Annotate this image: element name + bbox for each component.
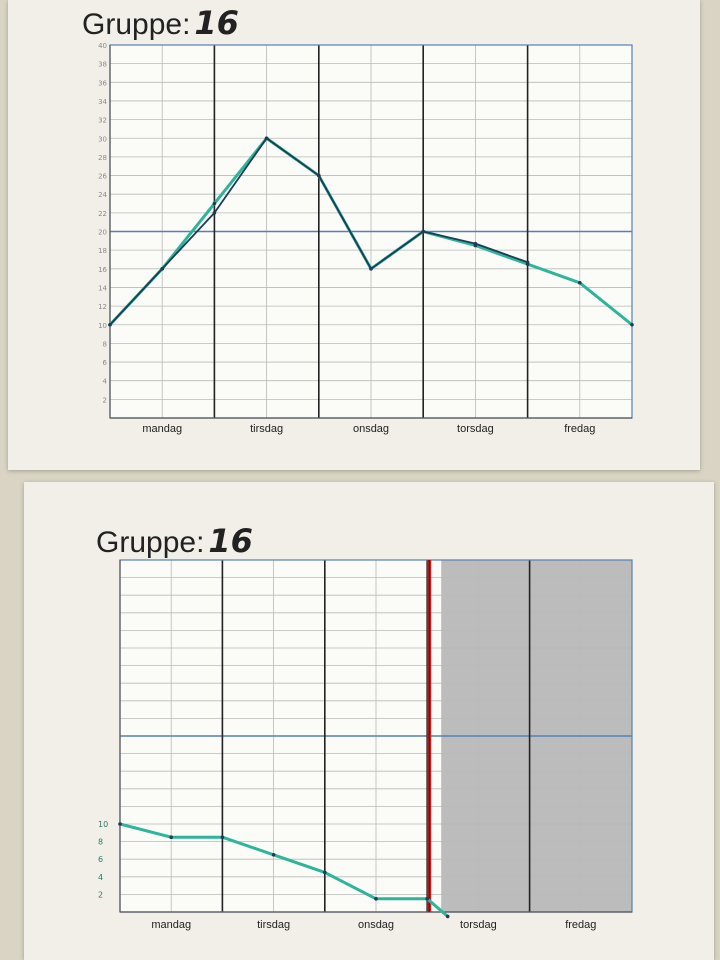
y-tick-label: 20 [98,229,107,237]
y-tick-label: 30 [98,135,107,143]
y-tick-label: 12 [98,303,107,311]
y-tick-label: 26 [98,173,107,181]
y-tick-label: 2 [98,890,103,899]
chart-title-label-2: Gruppe: [96,526,205,559]
x-tick-label: mandag [142,423,182,435]
x-tick-label: torsdag [460,919,497,931]
x-tick-label: tirsdag [250,423,283,435]
x-tick-label: mandag [151,919,191,931]
data-point [118,822,122,826]
x-tick-label: tirsdag [257,919,290,931]
y-tick-label: 34 [98,98,107,106]
y-tick-label: 2 [103,396,107,404]
y-tick-label: 10 [98,322,107,330]
data-point [369,267,373,271]
y-tick-label: 14 [98,284,107,292]
x-tick-label: onsdag [358,919,394,931]
chart-title-label-1: Gruppe: [82,8,191,41]
data-point [578,280,582,285]
x-tick-label: fredag [564,423,595,435]
data-point [421,229,426,234]
y-tick-label: 16 [98,266,107,274]
y-tick-label: 6 [98,855,103,864]
chart-1: 246810121416182022242628303234363840mand… [98,42,634,435]
y-tick-label: 8 [98,838,103,847]
y-tick-label: 6 [103,359,108,367]
data-point [212,201,217,206]
chart-2: 2 4 6 8 10 mandag tirsdag onsdag torsdag fredag [98,559,633,931]
y-tick-label: 32 [98,117,107,125]
data-point [473,241,478,246]
y-tick-label: 22 [98,210,107,218]
data-point [374,897,378,901]
y-tick-label: 24 [98,191,107,199]
x-tick-label: onsdag [353,423,389,435]
group-number-1: 16 [194,4,239,42]
data-point [445,914,450,919]
data-point [317,173,321,178]
y-tick-label: 10 [98,820,108,829]
data-point [220,835,225,839]
chart-title-1: Gruppe: 16 [82,4,239,42]
y-tick-label: 4 [103,378,108,386]
x-tick-label: torsdag [457,423,494,435]
y-tick-label: 8 [103,340,107,348]
y-tick-label: 4 [98,873,103,882]
y-tick-label: 18 [98,247,107,255]
series-line-1 [118,822,450,918]
data-point [525,260,530,265]
y-tick-label: 28 [98,154,107,162]
y-tick-label: 38 [98,61,107,69]
data-point [271,853,276,857]
y-tick-label: 36 [98,79,107,87]
data-point [160,267,164,271]
data-point [630,322,634,327]
data-point [264,136,269,141]
chart-title-2: Gruppe: 16 [96,522,253,560]
x-tick-label: fredag [565,919,596,931]
data-point [108,322,112,327]
data-point [323,870,327,875]
data-point [212,211,217,215]
group-number-2: 16 [208,522,253,560]
y-tick-label: 40 [98,42,107,50]
data-point [169,835,173,839]
data-point [425,897,430,901]
